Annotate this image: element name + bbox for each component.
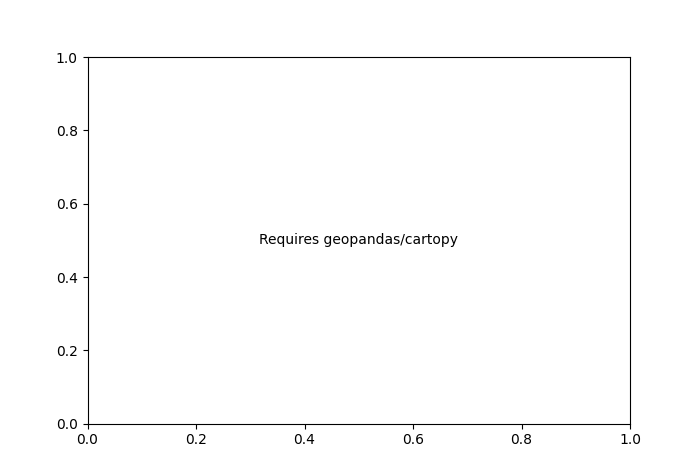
Text: Requires geopandas/cartopy: Requires geopandas/cartopy	[259, 233, 458, 248]
